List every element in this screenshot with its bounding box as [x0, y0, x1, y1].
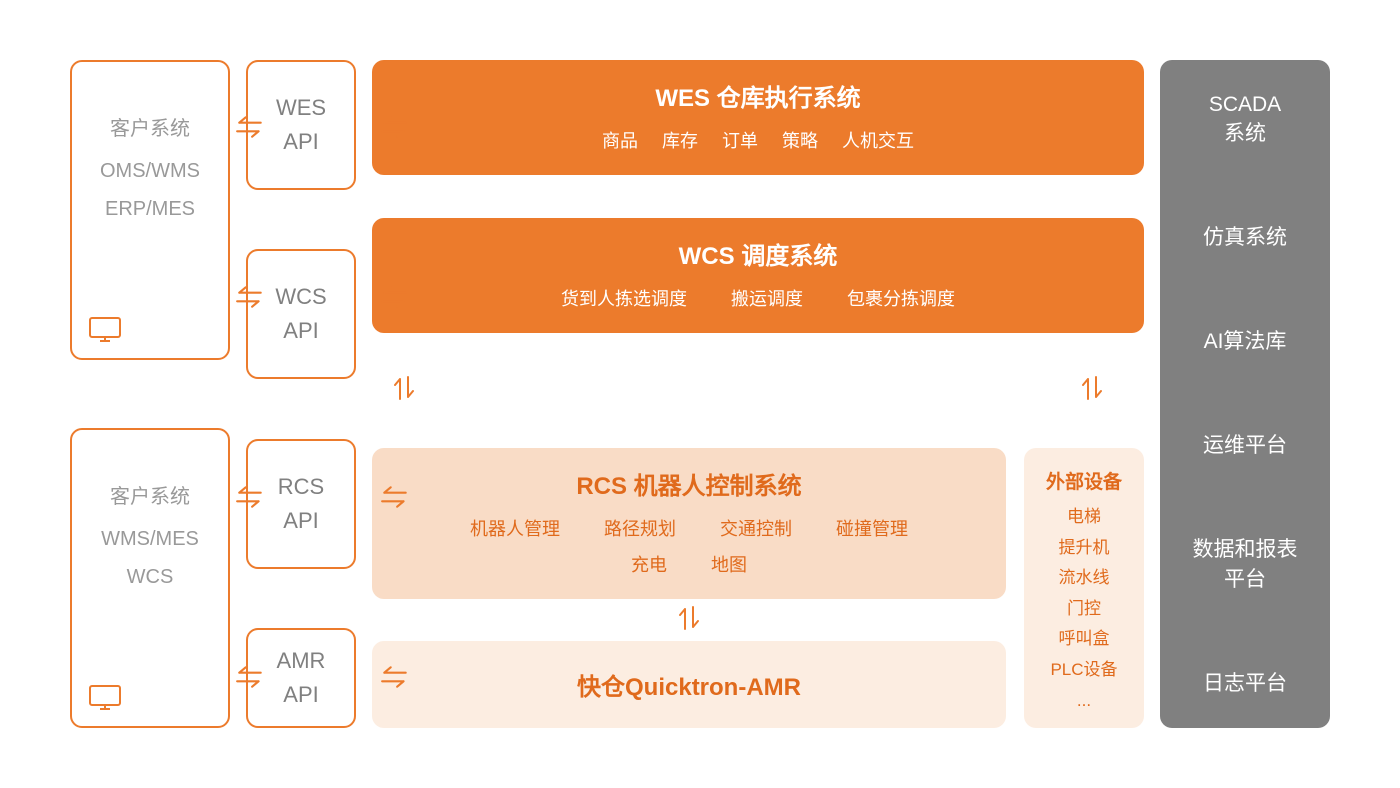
sys-item: 碰撞管理: [836, 515, 908, 541]
right-panel: SCADA 系统 仿真系统 AI算法库 运维平台 数据和报表 平台 日志平台: [1160, 60, 1330, 728]
right-item: 数据和报表 平台: [1193, 535, 1298, 594]
bi-arrow-v-icon: [392, 375, 416, 405]
sys-item: 人机交互: [842, 127, 914, 153]
ext-item: 门控: [1067, 594, 1101, 625]
sys-item: 库存: [662, 127, 698, 153]
monitor-icon: [88, 684, 122, 712]
bi-arrow-h-icon: [235, 485, 265, 509]
api-l2: API: [283, 508, 318, 534]
sys-wes: WES 仓库执行系统 商品 库存 订单 策略 人机交互: [372, 60, 1144, 175]
api-l1: WES: [276, 95, 326, 121]
sys-title: WES 仓库执行系统: [655, 78, 860, 113]
bi-arrow-h-icon: [235, 665, 265, 689]
bi-arrow-h-icon: [380, 665, 410, 689]
ext-item: PLC设备: [1050, 655, 1117, 686]
bi-arrow-v-icon: [677, 605, 701, 635]
bi-arrow-h-icon: [235, 285, 265, 309]
bi-arrow-h-icon: [235, 115, 265, 139]
bi-arrow-h-icon: [380, 285, 410, 309]
col-apis: WES API WCS API RCS API AMR API: [246, 60, 356, 728]
api-box-wcs: WCS API: [246, 249, 356, 379]
v-arrows-wcs-rcs: [372, 375, 1144, 405]
sys-item: 订单: [722, 127, 758, 153]
col-clients: 客户系统 OMS/WMS ERP/MES 客户系统 WMS/MES WCS: [70, 60, 230, 728]
sys-item: 货到人拣选调度: [561, 285, 687, 311]
client-line: OMS/WMS: [100, 157, 200, 185]
ext-title: 外部设备: [1046, 466, 1122, 500]
architecture-diagram: 客户系统 OMS/WMS ERP/MES 客户系统 WMS/MES WCS WE…: [70, 60, 1330, 728]
api-l1: AMR: [277, 648, 326, 674]
right-item: SCADA 系统: [1209, 90, 1281, 149]
client-line: WMS/MES: [101, 525, 199, 553]
sys-item: 搬运调度: [731, 285, 803, 311]
col-right: SCADA 系统 仿真系统 AI算法库 运维平台 数据和报表 平台 日志平台: [1160, 60, 1330, 728]
client-title: 客户系统: [110, 112, 190, 141]
client-title: 客户系统: [110, 480, 190, 509]
row-rcs-ext: RCS 机器人控制系统 机器人管理 路径规划 交通控制 碰撞管理 充电 地图: [372, 448, 1144, 728]
monitor-icon: [88, 316, 122, 344]
bi-arrow-h-icon: [380, 485, 410, 509]
ext-item: 电梯: [1067, 502, 1101, 533]
api-l2: API: [283, 318, 318, 344]
sys-item: 包裹分拣调度: [847, 285, 955, 311]
api-l2: API: [283, 129, 318, 155]
ext-item: 流水线: [1059, 563, 1110, 594]
right-item: 日志平台: [1203, 669, 1287, 698]
right-item: 运维平台: [1203, 431, 1287, 460]
sys-item: 交通控制: [720, 515, 792, 541]
client-box-bottom: 客户系统 WMS/MES WCS: [70, 428, 230, 728]
api-l2: API: [283, 682, 318, 708]
right-item: AI算法库: [1204, 327, 1287, 356]
v-arrow-rcs-amr: [372, 605, 1006, 635]
right-item: 仿真系统: [1203, 223, 1287, 252]
sys-wcs: WCS 调度系统 货到人拣选调度 搬运调度 包裹分拣调度: [372, 218, 1144, 333]
sys-title: 快仓Quicktron-AMR: [577, 667, 801, 702]
sys-item: 策略: [782, 127, 818, 153]
sys-title: WCS 调度系统: [679, 236, 838, 271]
client-line: ERP/MES: [105, 195, 195, 223]
ext-item: 呼叫盒: [1059, 624, 1110, 655]
ext-item: ...: [1077, 686, 1091, 717]
sys-title: RCS 机器人控制系统: [576, 466, 801, 501]
bi-arrow-h-icon: [380, 115, 410, 139]
sys-items: 商品 库存 订单 策略 人机交互: [602, 127, 914, 153]
sys-amr: 快仓Quicktron-AMR: [372, 641, 1006, 728]
ext-item: 提升机: [1059, 533, 1110, 564]
api-l1: WCS: [275, 284, 326, 310]
client-box-top: 客户系统 OMS/WMS ERP/MES: [70, 60, 230, 360]
sys-item: 商品: [602, 127, 638, 153]
client-line: WCS: [127, 563, 174, 591]
bi-arrow-v-icon: [1080, 375, 1104, 405]
sys-items: 机器人管理 路径规划 交通控制 碰撞管理 充电 地图: [469, 515, 909, 577]
sys-item: 地图: [711, 551, 747, 577]
sys-item: 充电: [631, 551, 667, 577]
api-l1: RCS: [278, 474, 324, 500]
sys-rcs: RCS 机器人控制系统 机器人管理 路径规划 交通控制 碰撞管理 充电 地图: [372, 448, 1006, 599]
external-devices: 外部设备 电梯 提升机 流水线 门控 呼叫盒 PLC设备 ...: [1024, 448, 1144, 728]
col-systems: WES 仓库执行系统 商品 库存 订单 策略 人机交互 WCS 调度系统 货到人…: [372, 60, 1144, 728]
sys-item: 机器人管理: [470, 515, 560, 541]
sys-items: 货到人拣选调度 搬运调度 包裹分拣调度: [561, 285, 955, 311]
sys-item: 路径规划: [604, 515, 676, 541]
